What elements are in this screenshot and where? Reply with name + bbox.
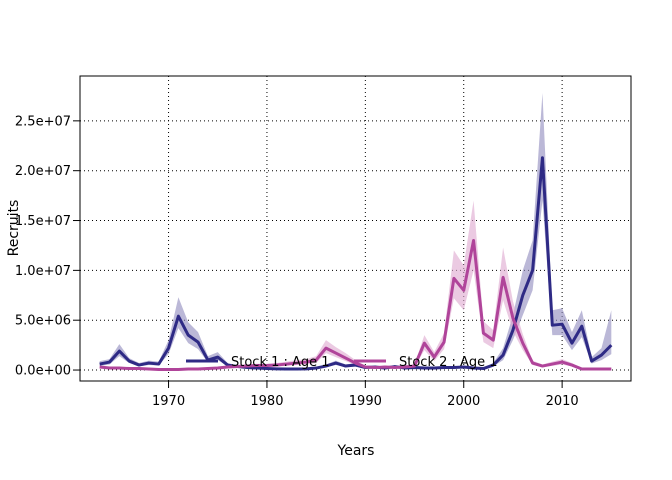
y-tick-label: 2.0e+07	[15, 164, 71, 179]
x-tick-label: 2010	[546, 394, 579, 409]
x-axis: 1970 1980 1990 2000 2010	[152, 381, 579, 409]
x-axis-label: Years	[337, 443, 375, 459]
series-line-2	[99, 238, 612, 372]
y-axis-label: Recruits	[6, 200, 22, 257]
x-tick-label: 1970	[152, 394, 185, 409]
y-tick-label: 2.5e+07	[15, 114, 71, 129]
x-tick-label: 1990	[349, 394, 382, 409]
y-tick-label: 1.5e+07	[15, 214, 71, 229]
legend-label-2: Stock 2 : Age 1	[399, 355, 498, 370]
plot-frame	[79, 75, 632, 382]
series-lines	[99, 156, 613, 372]
x-tick-label: 2000	[447, 394, 480, 409]
series-line-1	[99, 156, 613, 371]
y-tick-label: 1.0e+07	[15, 264, 71, 279]
y-axis: 0.0e+00 5.0e+06 1.0e+07 1.5e+07 2.0e+07 2.5e+…	[15, 114, 80, 379]
legend-label-1: Stock 1 : Age 1	[231, 355, 330, 370]
x-tick-label: 1980	[250, 394, 283, 409]
y-tick-label: 5.0e+06	[15, 314, 71, 329]
y-tick-label: 0.0e+00	[15, 364, 71, 379]
grid-lines	[80, 76, 631, 381]
legend: Stock 1 : Age 1 Stock 2 : Age 1	[186, 355, 498, 370]
